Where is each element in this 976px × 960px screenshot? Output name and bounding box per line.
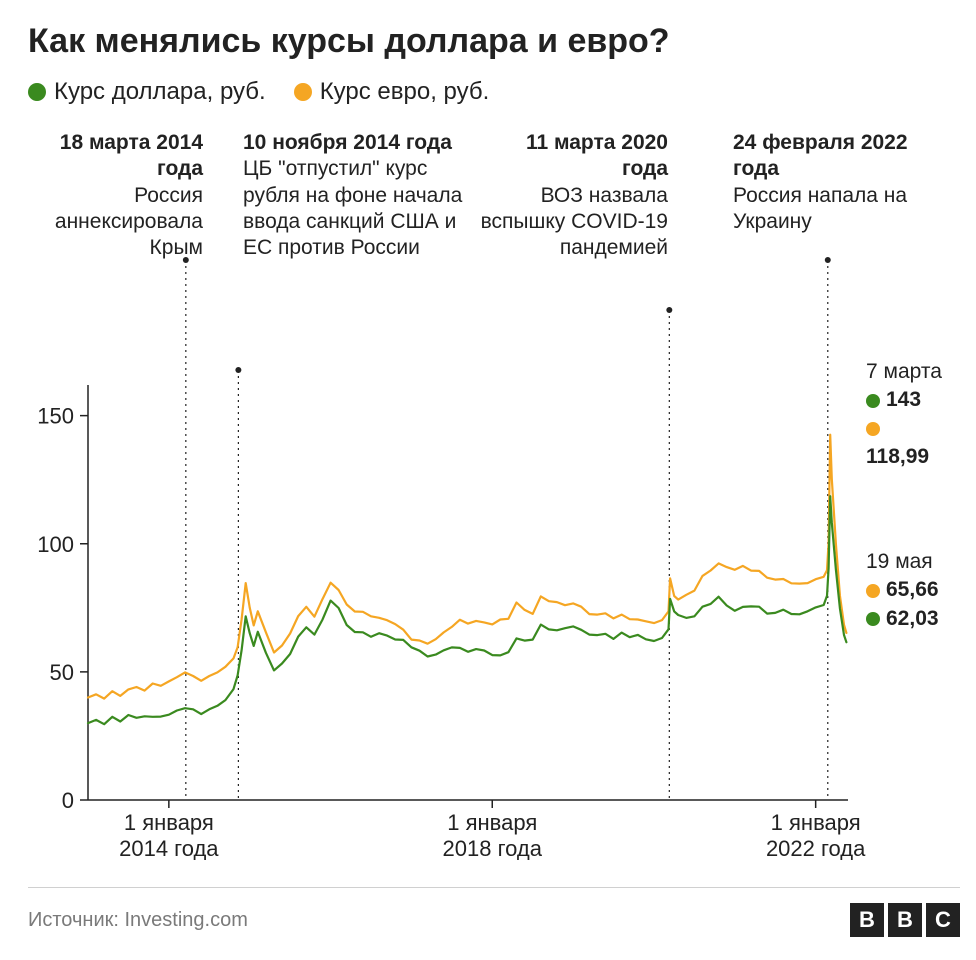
legend: Курс доллара, руб. Курс евро, руб.	[28, 78, 489, 106]
annotation-war: 24 февраля 2022 года Россия напала на Ук…	[733, 130, 943, 235]
legend-dot-euro	[294, 83, 312, 101]
svg-text:2022 года: 2022 года	[766, 836, 866, 860]
annotation-cbr: 10 ноября 2014 года ЦБ "отпустил" курс р…	[243, 130, 473, 261]
annotation-text: ЦБ "отпустил" курс рубля на фоне начала …	[243, 156, 473, 261]
callout-final: 19 мая 65,66 62,03	[866, 548, 939, 633]
svg-text:100: 100	[37, 532, 74, 557]
legend-label-dollar: Курс доллара, руб.	[54, 78, 266, 106]
bbc-b3: C	[926, 903, 960, 937]
callout-euro-final: 65,66	[866, 576, 939, 604]
svg-text:50: 50	[50, 660, 74, 685]
legend-label-euro: Курс евро, руб.	[320, 78, 490, 106]
annotation-crimea: 18 марта 2014 года Россия аннексировала …	[13, 130, 203, 261]
annotation-text: ВОЗ назвала вспышку COVID-19 пандемией	[478, 183, 668, 262]
svg-text:0: 0	[62, 788, 74, 813]
annotation-date: 11 марта 2020 года	[478, 130, 668, 183]
bbc-logo: B B C	[850, 903, 960, 937]
legend-dot-dollar	[28, 83, 46, 101]
legend-item-euro: Курс евро, руб.	[294, 78, 490, 106]
svg-text:150: 150	[37, 404, 74, 429]
callout-peak: 7 марта 143 118,99	[866, 358, 948, 471]
chart-title: Как менялись курсы доллара и евро?	[28, 22, 670, 61]
annotation-covid: 11 марта 2020 года ВОЗ назвала вспышку C…	[478, 130, 668, 261]
callout-date: 19 мая	[866, 548, 939, 576]
annotation-date: 18 марта 2014 года	[13, 130, 203, 183]
legend-item-dollar: Курс доллара, руб.	[28, 78, 266, 106]
annotation-text: Россия напала на Украину	[733, 183, 943, 236]
callout-date: 7 марта	[866, 358, 948, 386]
svg-text:1 января: 1 января	[771, 810, 861, 835]
callout-euro-peak: 143	[866, 386, 948, 414]
svg-text:1 января: 1 января	[124, 810, 214, 835]
bbc-b1: B	[850, 903, 884, 937]
svg-text:2014 года: 2014 года	[119, 836, 219, 860]
svg-text:2018 года: 2018 года	[443, 836, 543, 860]
annotation-date: 10 ноября 2014 года	[243, 130, 473, 156]
annotation-date: 24 февраля 2022 года	[733, 130, 943, 183]
source-text: Источник: Investing.com	[28, 909, 248, 932]
svg-text:1 января: 1 января	[447, 810, 537, 835]
callout-dollar-peak: 118,99	[866, 415, 948, 472]
chart-area: 0501001501 января2014 года1 января2018 г…	[28, 130, 948, 860]
bbc-b2: B	[888, 903, 922, 937]
callout-dollar-final: 62,03	[866, 605, 939, 633]
footer-divider	[28, 887, 960, 888]
annotation-text: Россия аннексировала Крым	[13, 183, 203, 262]
